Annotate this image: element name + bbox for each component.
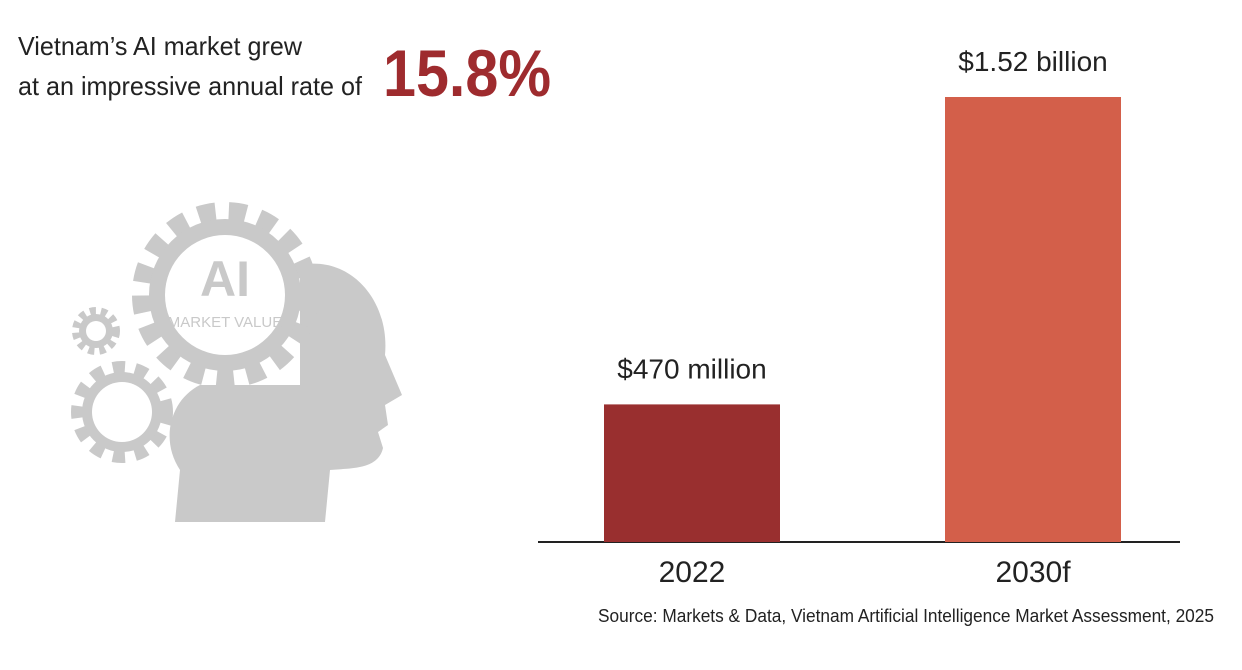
value-label: $470 million	[617, 353, 766, 384]
bar	[945, 97, 1121, 542]
source: Source: Markets & Data, Vietnam Artifici…	[598, 606, 1214, 626]
headline-line1: Vietnam’s AI market grew	[18, 31, 302, 61]
headline-line2: at an impressive annual rate of	[18, 71, 363, 101]
ai-head-icon	[71, 202, 402, 522]
icon-subtitle: MARKET VALUE	[168, 314, 282, 331]
head-silhouette	[169, 263, 402, 522]
gear-teeth	[71, 361, 173, 463]
gear-center	[86, 321, 106, 341]
icon-title: AI	[200, 251, 250, 307]
category-label: 2030f	[995, 556, 1071, 589]
category-label: 2022	[659, 556, 726, 589]
value-label: $1.52 billion	[958, 46, 1107, 77]
gear-teeth	[132, 202, 318, 388]
headline-rate: 15.8%	[383, 36, 551, 110]
gear-teeth	[72, 307, 120, 355]
gear-center	[165, 235, 285, 355]
bar	[604, 404, 780, 542]
gear-center	[92, 382, 152, 442]
